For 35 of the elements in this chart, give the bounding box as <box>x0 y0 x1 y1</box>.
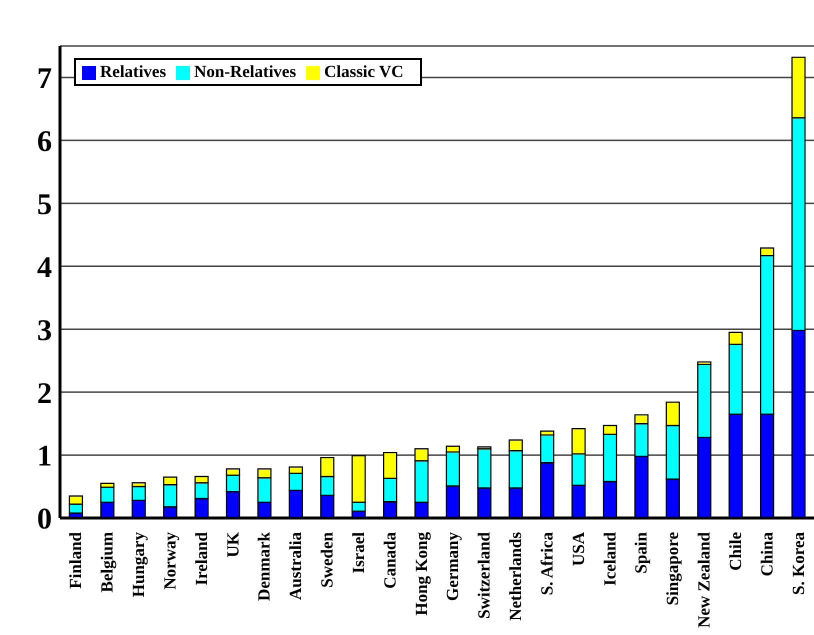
legend-label: Relatives <box>100 62 166 81</box>
x-tick-label: S. Korea <box>788 532 808 595</box>
x-tick-label: Finland <box>66 531 86 589</box>
y-tick-label: 1 <box>37 440 52 473</box>
y-tick-label: 3 <box>37 314 52 347</box>
legend-label: Non-Relatives <box>194 62 296 81</box>
x-tick-label: UK <box>223 531 242 558</box>
x-tick-label: Germany <box>443 532 462 601</box>
y-tick-label: 2 <box>37 376 52 410</box>
x-tick-label: Singapore <box>663 532 682 606</box>
y-tick-label: 6 <box>37 125 52 158</box>
x-tick-label: Belgium <box>98 532 117 592</box>
x-tick-label: China <box>757 532 776 576</box>
x-tick-label: Hungary <box>129 532 148 598</box>
legend-label: Classic VC <box>324 62 404 81</box>
x-tick-label: Sweden <box>318 531 337 588</box>
x-tick-label: Australia <box>286 532 306 600</box>
x-tick-label: Chile <box>726 532 745 571</box>
x-tick-label: Norway <box>160 532 180 590</box>
x-tick-label: Israel <box>348 532 368 574</box>
x-tick-label: S. Africa <box>537 532 556 596</box>
y-tick-label: 5 <box>37 188 52 221</box>
x-tick-label: Ireland <box>192 531 211 586</box>
x-tick-label: USA <box>568 531 588 566</box>
x-tick-label: Switzerland <box>474 531 494 619</box>
x-tick-label: Denmark <box>254 531 274 601</box>
x-tick-label: Netherlands <box>506 532 526 621</box>
x-tick-label: Canada <box>380 532 400 589</box>
y-tick-label: 7 <box>37 62 52 96</box>
x-tick-label: New Zealand <box>694 531 714 628</box>
x-tick-label: Hong Kong <box>412 532 431 616</box>
x-tick-label: Iceland <box>600 531 620 586</box>
x-tick-label: Spain <box>632 531 651 574</box>
y-tick-label: 0 <box>37 502 52 536</box>
y-tick-label: 4 <box>37 250 52 284</box>
